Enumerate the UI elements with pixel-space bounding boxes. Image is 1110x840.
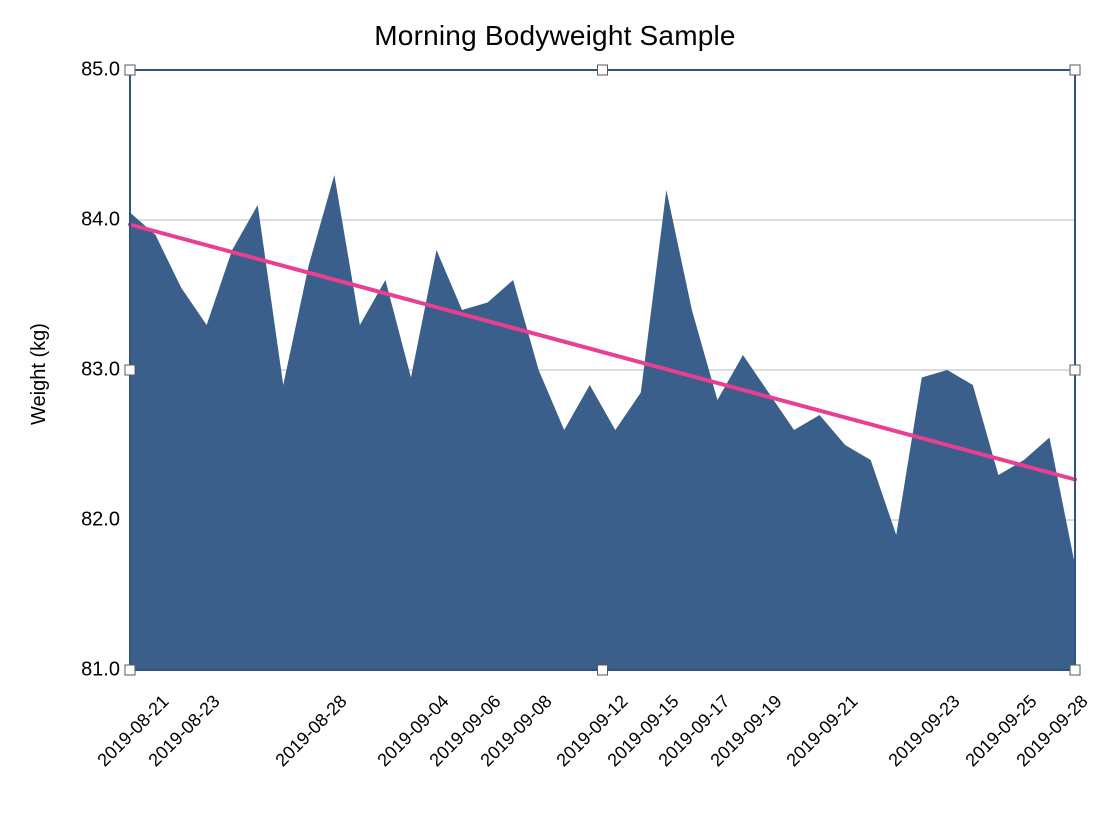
selection-handle[interactable] (598, 665, 608, 675)
y-tick-label: 85.0 (72, 59, 120, 82)
selection-handle[interactable] (1070, 65, 1080, 75)
y-tick-label: 81.0 (72, 659, 120, 682)
selection-handle[interactable] (1070, 365, 1080, 375)
selection-handle[interactable] (1070, 665, 1080, 675)
selection-handle[interactable] (598, 65, 608, 75)
data-area (130, 175, 1075, 670)
selection-handle[interactable] (125, 65, 135, 75)
chart-container: Morning Bodyweight Sample Weight (kg) 81… (0, 0, 1110, 840)
selection-handle[interactable] (125, 665, 135, 675)
y-tick-label: 83.0 (72, 359, 120, 382)
selection-handle[interactable] (125, 365, 135, 375)
y-tick-label: 82.0 (72, 509, 120, 532)
y-tick-label: 84.0 (72, 209, 120, 232)
